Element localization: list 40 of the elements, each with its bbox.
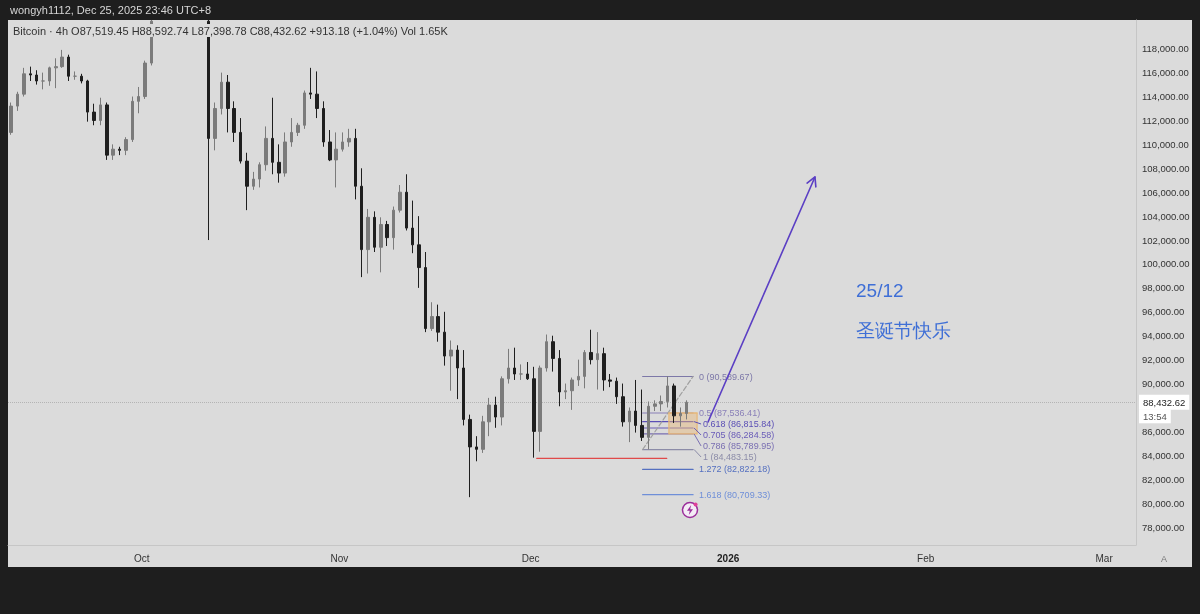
y-tick-label: 84,000.00 [1142,449,1185,461]
annotation: 0.618 (86,815.84) [703,419,775,430]
y-tick-label: 108,000.00 [1142,162,1190,174]
text: 13:54 [1143,410,1167,422]
annotation: 1.272 (82,822.18) [699,464,771,475]
y-tick-label: 100,000.00 [1142,258,1190,270]
y-tick-label: 112,000.00 [1142,114,1189,126]
annotation: 0.705 (86,284.58) [703,430,775,441]
y-tick-label: 104,000.00 [1142,210,1190,222]
y-tick-label: 78,000.00 [1142,521,1185,533]
y-tick-label: 114,000.00 [1142,91,1189,103]
text: wongyh1112, Dec 25, 2025 23:46 UTC+8 [9,4,212,16]
y-tick-label: 92,000.00 [1142,354,1185,366]
chart-title: Bitcoin · 4h O87,519.45 H88,592.74 L87,398.78 C88,432.62 +913.18 (+1.04%) Vol 1.65K [13,24,449,37]
y-tick-label: 106,000.00 [1142,186,1190,198]
x-tick-label: Oct [134,552,150,564]
y-tick-label: 102,000.00 [1142,234,1190,246]
text: A [1160,554,1168,564]
x-tick-label: Feb [917,552,935,564]
x-tick-label: 2026 [717,552,740,564]
y-tick-label: 80,000.00 [1142,497,1185,509]
annotation: 1 (84,483.15) [703,452,757,463]
x-tick-label: Mar [1095,552,1114,564]
y-tick-label: 110,000.00 [1142,138,1189,150]
y-tick-label: 82,000.00 [1142,473,1185,485]
y-tick-label: 96,000.00 [1142,306,1185,318]
annotation: 0.786 (85,789.95) [703,441,775,452]
x-tick-label: Dec [521,552,540,564]
annotation: 0.5 (87,536.41) [699,408,761,419]
x-tick-label: Nov [330,552,349,564]
y-tick-label: 86,000.00 [1142,425,1185,437]
y-tick-label: 116,000.00 [1142,67,1189,79]
y-tick-label: 118,000.00 [1142,43,1189,55]
annotation: 25/12 [856,279,904,301]
ref-line-label: 88,432.62 [1143,396,1186,408]
annotation: 圣诞节快乐 [856,319,951,341]
y-tick-label: 94,000.00 [1142,330,1185,342]
y-tick-label: 98,000.00 [1142,282,1185,294]
annotation: 1.618 (80,709.33) [699,489,771,500]
y-tick-label: 90,000.00 [1142,378,1185,390]
